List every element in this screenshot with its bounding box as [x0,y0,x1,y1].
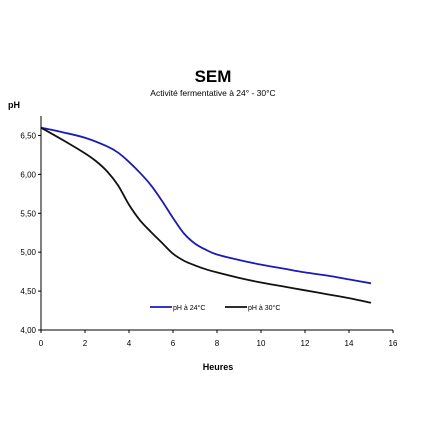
x-tick-label: 14 [345,339,354,348]
y-tick-label: 5,50 [20,209,36,218]
y-tick-label: 5,00 [20,248,36,257]
ticks: 0 2 4 6 8 10 12 14 16 4,00 4,50 5,00 5,50 6,00 6,50 [20,131,398,348]
chart-subtitle: Activité fermentative à 24° - 30°C [150,88,275,98]
x-tick-label: 12 [301,339,310,348]
y-tick-label: 4,50 [20,287,36,296]
series-line-ph-30 [40,126,372,304]
x-axis-label: Heures [203,362,234,372]
y-axis-label: pH [8,100,20,110]
axes [40,116,393,331]
plot-lines [40,126,372,304]
x-tick-label: 16 [389,339,398,348]
x-tick-label: 4 [127,339,132,348]
x-tick-label: 10 [257,339,266,348]
chart-title: SEM [195,67,232,86]
legend-label-ph-30: pH à 30°C [248,304,280,312]
y-tick-label: 6,00 [20,170,36,179]
legend: pH à 24°C pH à 30°C [150,304,280,312]
y-tick-label: 4,00 [20,326,36,335]
x-tick-label: 6 [171,339,176,348]
legend-label-ph-24: pH à 24°C [173,304,205,312]
y-tick-label: 6,50 [20,131,36,140]
x-tick-label: 2 [83,339,88,348]
x-tick-label: 8 [215,339,220,348]
x-tick-label: 0 [39,339,44,348]
series-line-ph-24 [40,126,372,285]
